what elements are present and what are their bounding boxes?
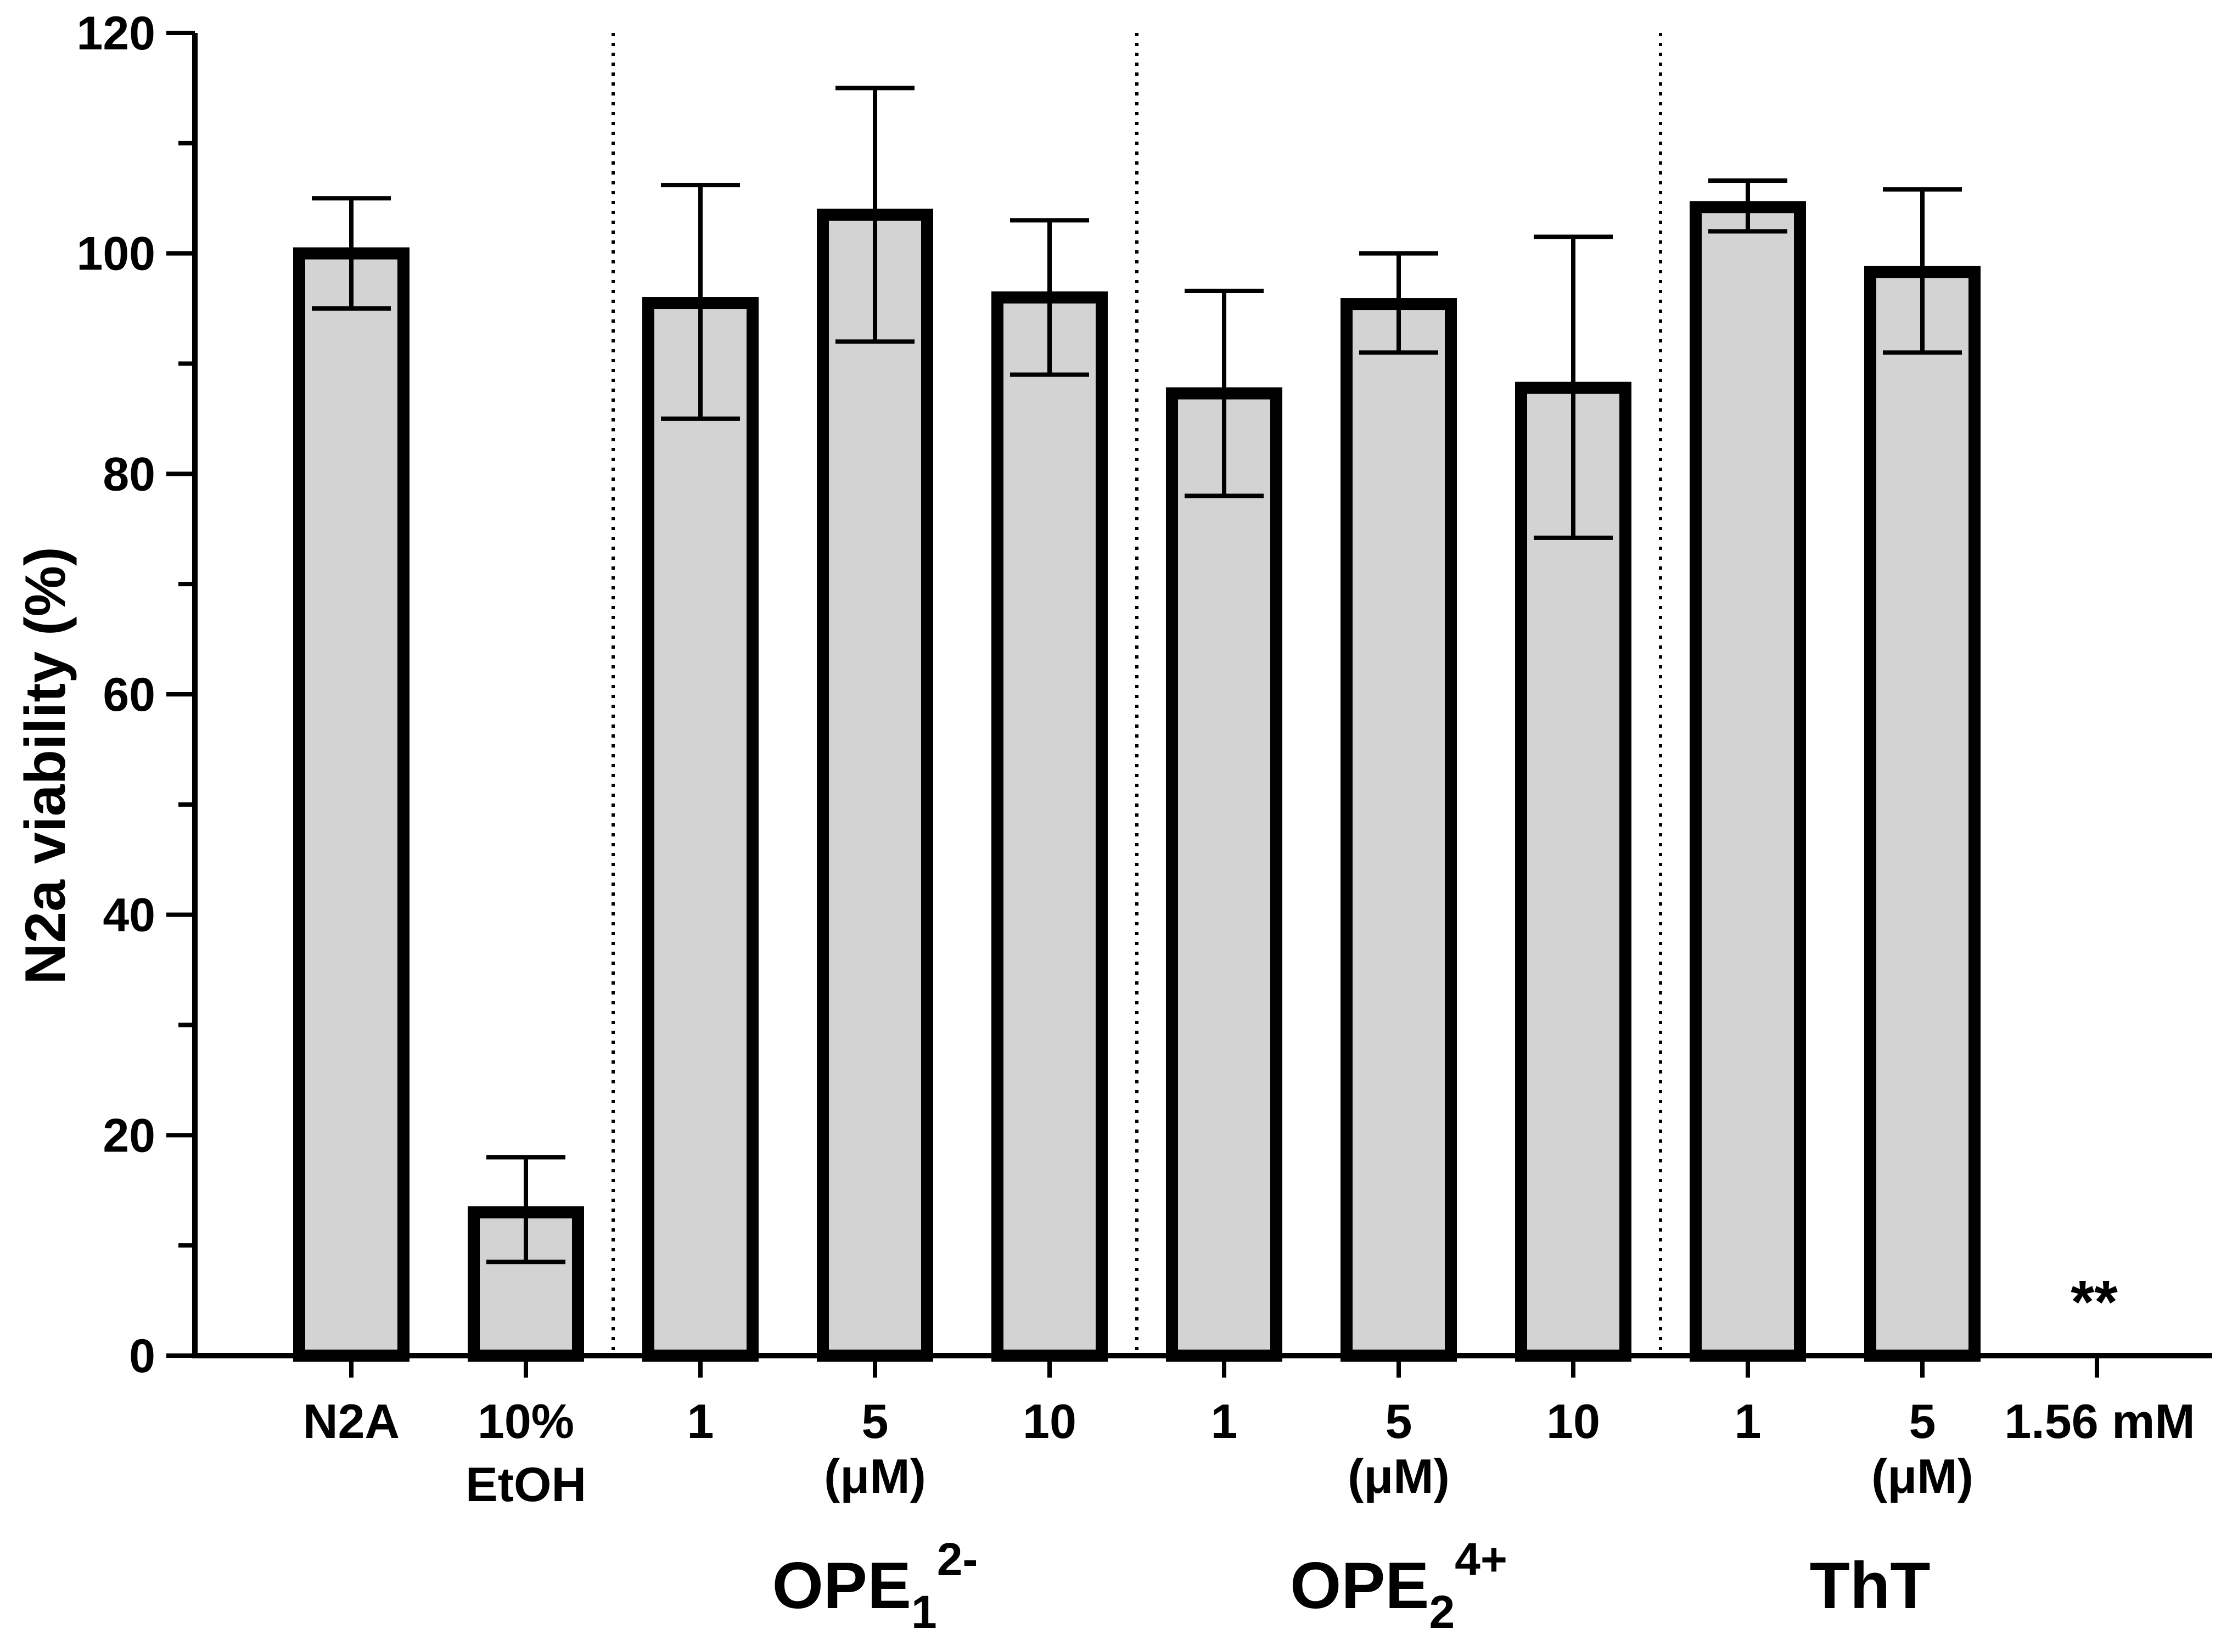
x-category-label-1: N2A (303, 1394, 400, 1448)
bar-7 (1341, 298, 1457, 1362)
y-tick-label-100: 100 (77, 228, 156, 280)
x-category-label-3: 1 (687, 1394, 714, 1448)
x-category-label-9: 1 (1735, 1394, 1762, 1448)
x-category-label-2: 10% (478, 1394, 574, 1448)
error-bar-6 (1185, 288, 1264, 498)
bar-8 (1515, 381, 1631, 1362)
group-separators (612, 33, 1662, 1356)
y-tick-label-60: 60 (103, 668, 155, 721)
bar-4 (817, 209, 933, 1362)
error-bar-2 (486, 1155, 565, 1265)
x-category-label-7: 5 (1386, 1394, 1412, 1448)
error-bar-5 (1010, 218, 1089, 377)
bar-5 (991, 291, 1108, 1362)
unit-label-2: (μM) (1348, 1449, 1450, 1503)
group-label-2: OPE24+ (1290, 1533, 1507, 1638)
bar-6 (1166, 387, 1282, 1362)
y-tick-label-0: 0 (129, 1330, 155, 1383)
error-bar-7 (1359, 251, 1438, 355)
x-category-label-10: 5 (1909, 1394, 1936, 1448)
group-label-1: OPE12- (772, 1533, 978, 1638)
x-category-label-8: 10 (1546, 1394, 1600, 1448)
y-tick-label-80: 80 (103, 448, 155, 501)
x-category-label-5: 10 (1023, 1394, 1076, 1448)
error-bar-9 (1708, 178, 1787, 234)
unit-label-1: (μM) (824, 1449, 926, 1503)
group-label-3: ThT (1810, 1549, 1931, 1622)
bar-1 (293, 247, 410, 1362)
error-bar-8 (1534, 234, 1613, 540)
y-tick-label-20: 20 (103, 1109, 155, 1162)
y-tick-label-40: 40 (103, 889, 155, 942)
bar-3 (642, 297, 759, 1362)
error-bar-3 (661, 183, 740, 421)
significance-annotation-1: ** (2071, 1268, 2118, 1336)
x-category-label-11: 1.56 mM (2004, 1394, 2195, 1448)
unit-label-3: (μM) (1871, 1449, 1973, 1503)
error-bars (312, 86, 1962, 1265)
error-bar-4 (835, 86, 915, 344)
error-bar-1 (312, 196, 391, 311)
x-category-label-6: 1 (1211, 1394, 1238, 1448)
y-axis-title: N2a viability (%) (14, 547, 77, 985)
x-category-sublabel-2: EtOH (465, 1457, 586, 1511)
error-bar-10 (1883, 187, 1962, 355)
x-category-label-4: 5 (862, 1394, 889, 1448)
bar-9 (1690, 201, 1806, 1362)
y-tick-label-120: 120 (77, 7, 156, 60)
axes (166, 31, 2212, 1378)
bar-10 (1864, 266, 1981, 1362)
